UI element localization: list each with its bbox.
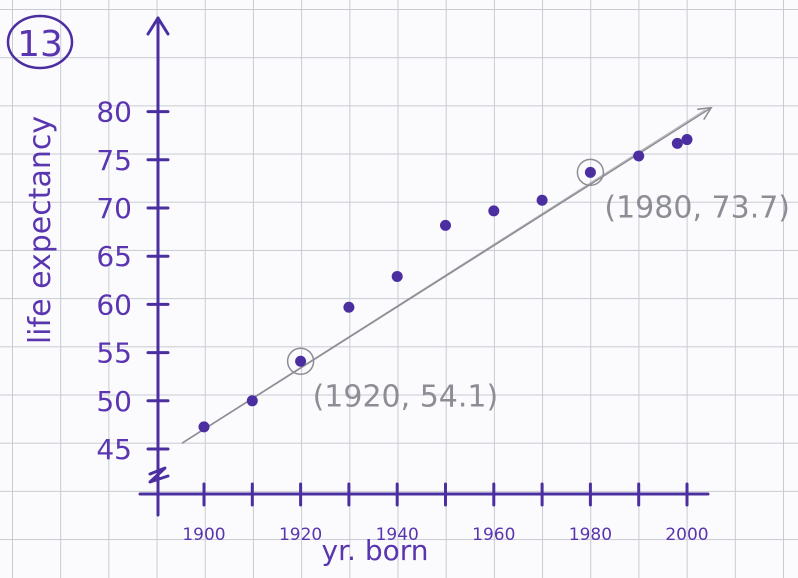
y-axis-ticks bbox=[146, 110, 170, 451]
data-point-1970 bbox=[536, 194, 548, 206]
axes bbox=[138, 16, 710, 517]
data-point-1950 bbox=[440, 219, 451, 231]
x-tick-label-1920: 1920 bbox=[279, 525, 322, 545]
data-point-1900 bbox=[198, 421, 210, 433]
data-point-1960 bbox=[488, 205, 500, 217]
y-axis-tick-labels: 45 50 55 60 65 70 75 80 bbox=[96, 96, 132, 466]
x-axis-ticks bbox=[202, 482, 689, 507]
data-point-2000 bbox=[681, 134, 693, 146]
data-point-1998 bbox=[671, 137, 683, 149]
problem-number: 13 bbox=[17, 24, 63, 65]
trend-line-arrowhead bbox=[697, 106, 713, 121]
data-points bbox=[198, 134, 693, 433]
trend-line bbox=[181, 107, 712, 444]
y-tick-label-55: 55 bbox=[96, 337, 132, 370]
x-tick-label-1960: 1960 bbox=[472, 525, 515, 545]
highlight-circle-1920 bbox=[286, 347, 315, 376]
highlight-circle-1980 bbox=[576, 158, 605, 187]
point-label-1920: (1920, 54.1) bbox=[313, 379, 499, 414]
axis-break-mark bbox=[148, 466, 170, 484]
x-tick-label-2000: 2000 bbox=[665, 525, 708, 545]
data-point-1920 bbox=[295, 355, 307, 367]
point-label-1980: (1980, 73.7) bbox=[604, 190, 790, 225]
x-axis-label: yr. born bbox=[322, 534, 429, 567]
y-axis-label: life expectancy bbox=[23, 116, 58, 344]
trend-line-sketch bbox=[185, 109, 706, 441]
data-point-1980 bbox=[584, 166, 596, 178]
problem-number-badge: 13 bbox=[6, 14, 74, 70]
data-point-1990 bbox=[633, 150, 645, 162]
y-tick-label-65: 65 bbox=[96, 240, 132, 273]
x-axis-tick-labels: 1900 1920 1940 1960 1980 2000 bbox=[182, 525, 708, 545]
trend-line-group bbox=[181, 106, 713, 444]
y-tick-label-75: 75 bbox=[96, 144, 132, 177]
x-tick-label-1900: 1900 bbox=[182, 525, 225, 545]
point-annotations: (1920, 54.1) (1980, 73.7) bbox=[286, 158, 790, 414]
data-point-1940 bbox=[391, 270, 403, 282]
x-tick-label-1980: 1980 bbox=[569, 525, 612, 545]
y-axis-arrowhead bbox=[146, 16, 170, 36]
y-tick-label-70: 70 bbox=[96, 192, 132, 225]
y-tick-label-80: 80 bbox=[96, 96, 132, 129]
x-tick-label-1940: 1940 bbox=[376, 525, 419, 545]
y-tick-label-60: 60 bbox=[96, 288, 132, 321]
y-tick-label-45: 45 bbox=[96, 433, 132, 466]
data-point-1930 bbox=[343, 301, 355, 313]
data-point-1910 bbox=[246, 395, 258, 407]
y-tick-label-50: 50 bbox=[96, 385, 132, 418]
